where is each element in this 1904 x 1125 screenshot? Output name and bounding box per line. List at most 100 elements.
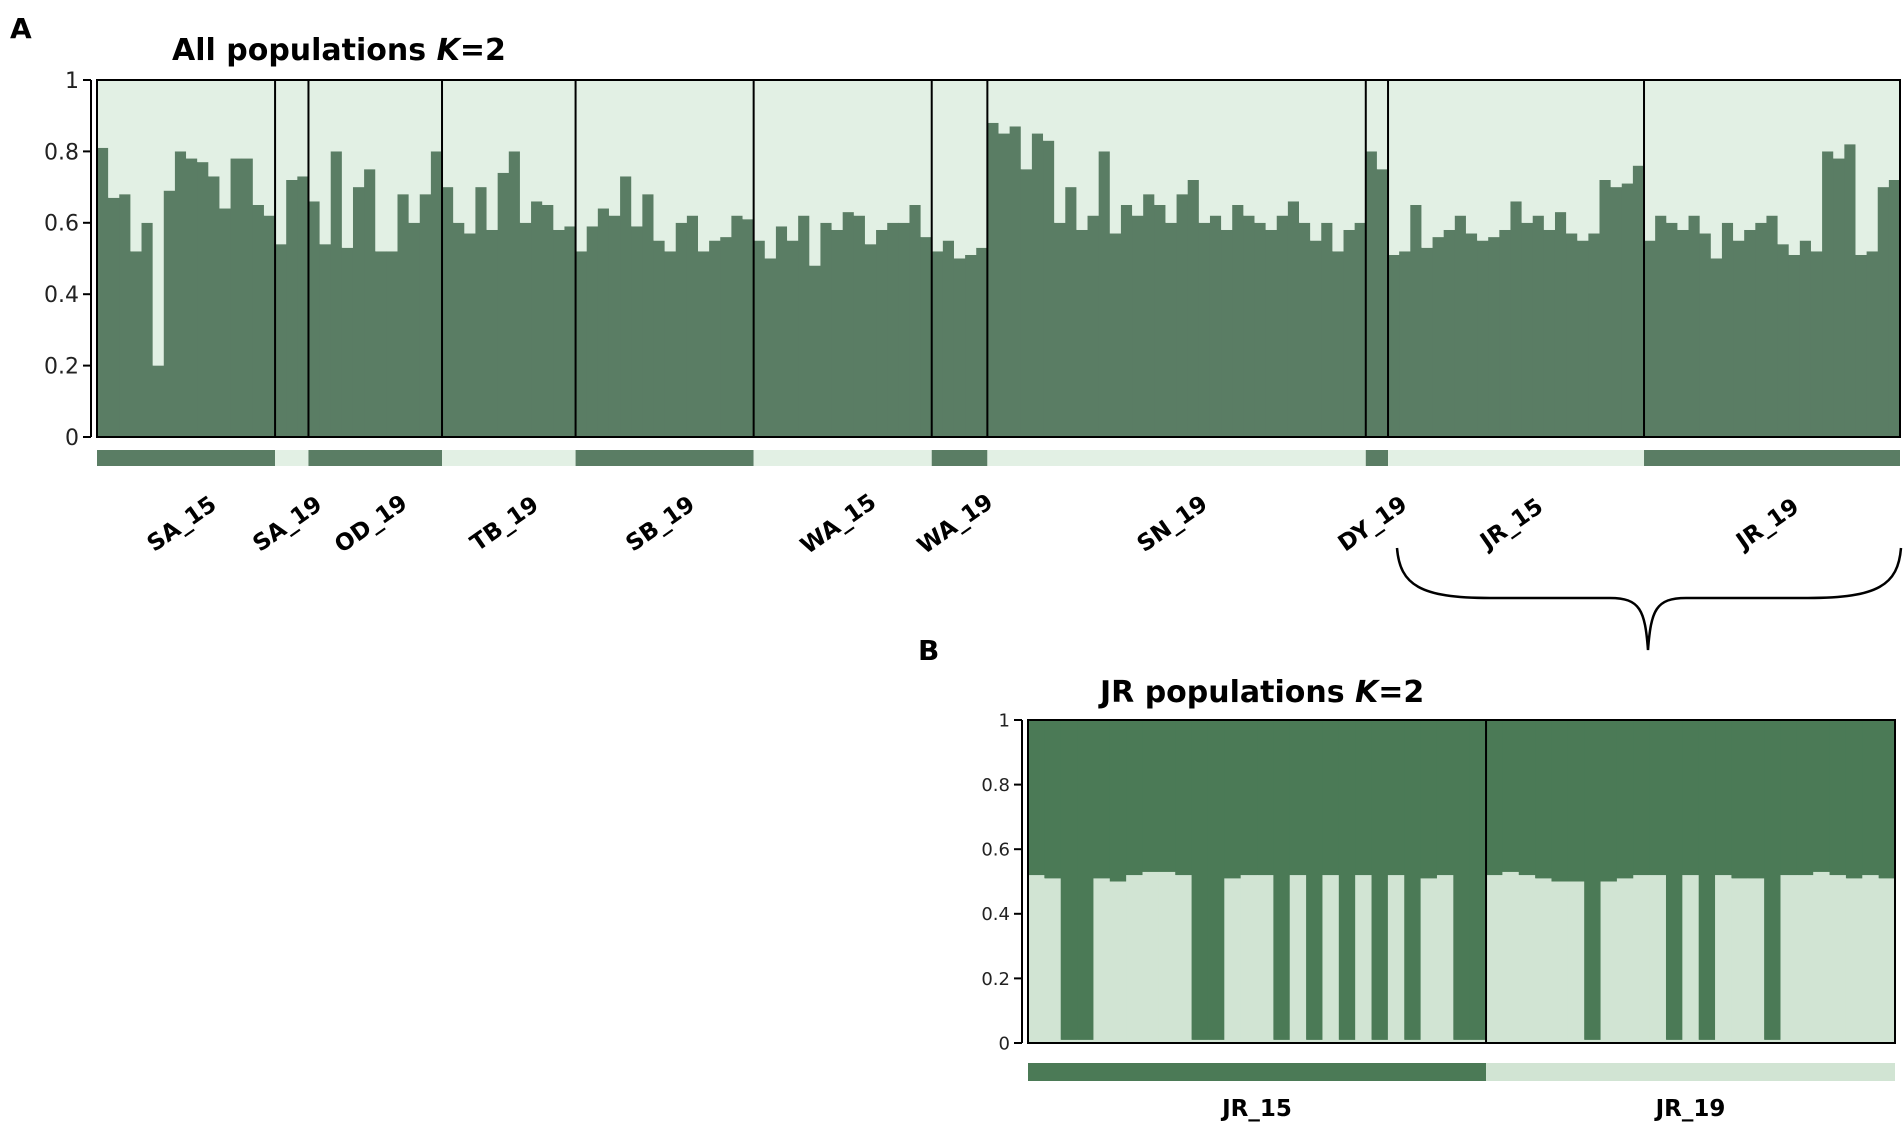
- bar-SN_19-24-cluster1: [1254, 222, 1267, 437]
- chart-title-b-prefix: JR populations: [1098, 675, 1355, 710]
- bar-JR_15-10-cluster1: [1499, 229, 1512, 437]
- bar-JR_15-1-cluster1: [1399, 251, 1411, 437]
- bar-WA_19-0-cluster2: [931, 80, 944, 252]
- population-strip-JR_19: [1644, 450, 1900, 466]
- bar-OD_19-3-cluster2: [341, 80, 354, 248]
- bar-WA_15-1-cluster2: [764, 80, 777, 259]
- structure-plot-all-populations: 0 0.2 0.4 0.6 0.8 1 SA_15 SA_19 OD_19 TB_19 SB_19 W…: [44, 69, 1901, 559]
- panel-label-a: A: [10, 12, 32, 45]
- bar-SN_19-3-cluster1: [1020, 169, 1033, 437]
- bar-SN_19-11-cluster1: [1109, 233, 1122, 437]
- bar-WA_15-11-cluster2: [876, 80, 888, 230]
- bar-JR_15-6-cluster1: [1126, 875, 1144, 1043]
- bar-SN_19-7-cluster1: [1065, 187, 1078, 437]
- bar-SN_19-25-cluster2: [1265, 80, 1278, 230]
- bar-SN_19-30-cluster1: [1321, 222, 1333, 437]
- bar-SN_19-32-cluster2: [1343, 80, 1356, 230]
- bar-SN_19-13-cluster2: [1132, 80, 1144, 216]
- bar-SB_19-14-cluster1: [731, 215, 744, 437]
- bar-JR_19-20-cluster1: [1813, 871, 1831, 1043]
- bar-JR_15-12-cluster1: [1521, 222, 1534, 437]
- bar-SB_19-10-cluster2: [686, 80, 699, 216]
- bar-SN_19-28-cluster2: [1299, 80, 1311, 223]
- bar-SN_19-8-cluster2: [1076, 80, 1089, 230]
- bar-JR_19-8-cluster2: [1616, 720, 1634, 879]
- bar-SB_19-7-cluster1: [653, 240, 666, 437]
- bar-SN_19-0-cluster1: [987, 122, 1000, 437]
- bar-TB_19-10-cluster2: [553, 80, 566, 230]
- bar-JR_19-16-cluster2: [1747, 720, 1765, 879]
- bar-SB_19-9-cluster1: [675, 222, 688, 437]
- bar-OD_19-8-cluster2: [397, 80, 410, 195]
- bar-JR_15-26-cluster1: [1453, 1039, 1471, 1043]
- bar-JR_19-11-cluster2: [1766, 80, 1779, 216]
- bar-JR_15-11-cluster2: [1207, 720, 1225, 1040]
- bar-WA_15-3-cluster1: [787, 240, 799, 437]
- bar-SN_19-26-cluster2: [1276, 80, 1289, 216]
- bar-SN_19-21-cluster2: [1221, 80, 1233, 230]
- bar-JR_15-14-cluster2: [1543, 80, 1556, 230]
- bar-JR_15-5-cluster2: [1109, 720, 1127, 882]
- bar-SA_15-9-cluster1: [197, 162, 209, 438]
- bar-SN_19-5-cluster1: [1043, 140, 1055, 437]
- bar-JR_19-22-cluster2: [1888, 80, 1901, 180]
- bar-JR_15-11-cluster1: [1510, 201, 1523, 437]
- bar-SB_19-0-cluster2: [575, 80, 588, 252]
- bar-WA_15-11-cluster1: [876, 229, 888, 437]
- bar-SN_19-12-cluster1: [1120, 204, 1133, 437]
- bar-OD_19-10-cluster2: [419, 80, 432, 195]
- bar-WA_15-9-cluster2: [853, 80, 866, 216]
- bar-JR_19-15-cluster2: [1810, 80, 1823, 252]
- bar-JR_15-0-cluster1: [1388, 254, 1400, 437]
- bar-JR_19-13-cluster1: [1788, 254, 1801, 437]
- bar-JR_19-16-cluster1: [1822, 151, 1834, 437]
- bar-JR_15-13-cluster2: [1240, 720, 1258, 876]
- bar-SB_19-13-cluster1: [720, 237, 732, 437]
- population-strip-TB_19: [442, 450, 576, 466]
- bar-JR_15-0-cluster2: [1028, 720, 1045, 876]
- bar-JR_15-6-cluster2: [1454, 80, 1467, 216]
- bar-TB_19-0-cluster1: [442, 187, 454, 437]
- bar-JR_15-25-cluster1: [1436, 875, 1454, 1043]
- bar-JR_19-11-cluster1: [1665, 1039, 1683, 1043]
- bar-JR_15-1-cluster1: [1044, 878, 1062, 1043]
- population-strip-JR_15: [1388, 450, 1645, 466]
- bar-JR_19-7-cluster2: [1600, 720, 1618, 882]
- population-strip-SN_19: [987, 450, 1366, 466]
- bar-TB_19-10-cluster1: [553, 229, 566, 437]
- bar-WA_15-8-cluster1: [842, 212, 855, 437]
- y-tick-label-1: 0.2: [44, 354, 79, 379]
- bar-OD_19-6-cluster2: [375, 80, 387, 252]
- bar-SB_19-2-cluster1: [597, 208, 610, 437]
- bar-WA_15-7-cluster1: [831, 229, 844, 437]
- population-label-SA_15: SA_15: [143, 491, 222, 557]
- bar-SN_19-28-cluster1: [1299, 222, 1311, 437]
- bar-JR_19-15-cluster1: [1810, 251, 1823, 437]
- bar-SA_15-6-cluster1: [163, 190, 176, 437]
- bar-OD_19-3-cluster1: [341, 247, 354, 437]
- bar-SN_19-7-cluster2: [1065, 80, 1078, 188]
- bar-JR_19-0-cluster2: [1644, 80, 1656, 241]
- bar-JR_15-27-cluster1: [1469, 1039, 1487, 1043]
- bar-SN_19-23-cluster1: [1243, 215, 1256, 437]
- bar-JR_15-10-cluster1: [1191, 1039, 1209, 1043]
- population-label-JR_15: JR_15: [1474, 494, 1548, 556]
- jr-bracket: [1395, 547, 1903, 651]
- bar-WA_19-3-cluster1: [965, 254, 977, 437]
- bar-JR_15-27-cluster2: [1469, 720, 1487, 1040]
- bar-JR_15-21-cluster2: [1371, 720, 1389, 1040]
- bar-DY_19-1-cluster1: [1376, 169, 1389, 437]
- population-strip-JR_15: [1028, 1063, 1487, 1081]
- bar-JR_19-4-cluster1: [1551, 881, 1569, 1043]
- bar-JR_15-4-cluster1: [1093, 878, 1111, 1043]
- bar-JR_15-4-cluster2: [1432, 80, 1445, 238]
- bar-SN_19-15-cluster2: [1154, 80, 1167, 205]
- y-tick-label-3: 0.6: [44, 212, 79, 237]
- bar-SA_19-0-cluster2: [275, 80, 287, 245]
- bar-JR_15-13-cluster2: [1532, 80, 1545, 216]
- bar-SA_15-7-cluster2: [174, 80, 187, 152]
- bar-WA_19-4-cluster2: [976, 80, 988, 248]
- bar-JR_19-17-cluster1: [1833, 158, 1845, 438]
- bar-WA_15-5-cluster1: [809, 265, 822, 437]
- y-tick-label-4: 0.8: [44, 140, 79, 165]
